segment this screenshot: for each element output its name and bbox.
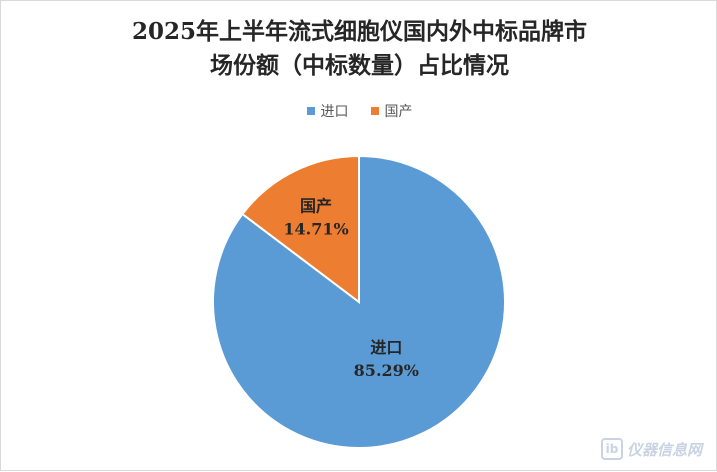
legend-item-import: 进口 (306, 101, 349, 121)
slice-label-domestic: 国产 (300, 197, 332, 216)
legend-label-import: 进口 (320, 104, 349, 120)
slice-value-import: 85.29% (354, 361, 419, 380)
chart-title: 2025年上半年流式细胞仪国内外中标品牌市 场份额（中标数量）占比情况 (1, 15, 717, 83)
watermark-text: 仪器信息网 (626, 440, 702, 459)
watermark: ib 仪器信息网 (600, 438, 702, 460)
chart-legend: 进口 国产 (1, 101, 717, 121)
slice-label-import: 进口 (370, 338, 402, 357)
chart-title-line-2: 场份额（中标数量）占比情况 (210, 52, 509, 79)
chart-title-line-1: 2025年上半年流式细胞仪国内外中标品牌市 (131, 18, 587, 45)
legend-item-domestic: 国产 (370, 101, 413, 121)
legend-swatch-domestic (370, 107, 379, 115)
slice-value-domestic: 14.71% (283, 220, 348, 239)
legend-swatch-import (306, 107, 315, 115)
pie-slice-domestic (241, 154, 360, 305)
legend-label-domestic: 国产 (384, 104, 413, 120)
watermark-logo-icon: ib (600, 438, 623, 460)
